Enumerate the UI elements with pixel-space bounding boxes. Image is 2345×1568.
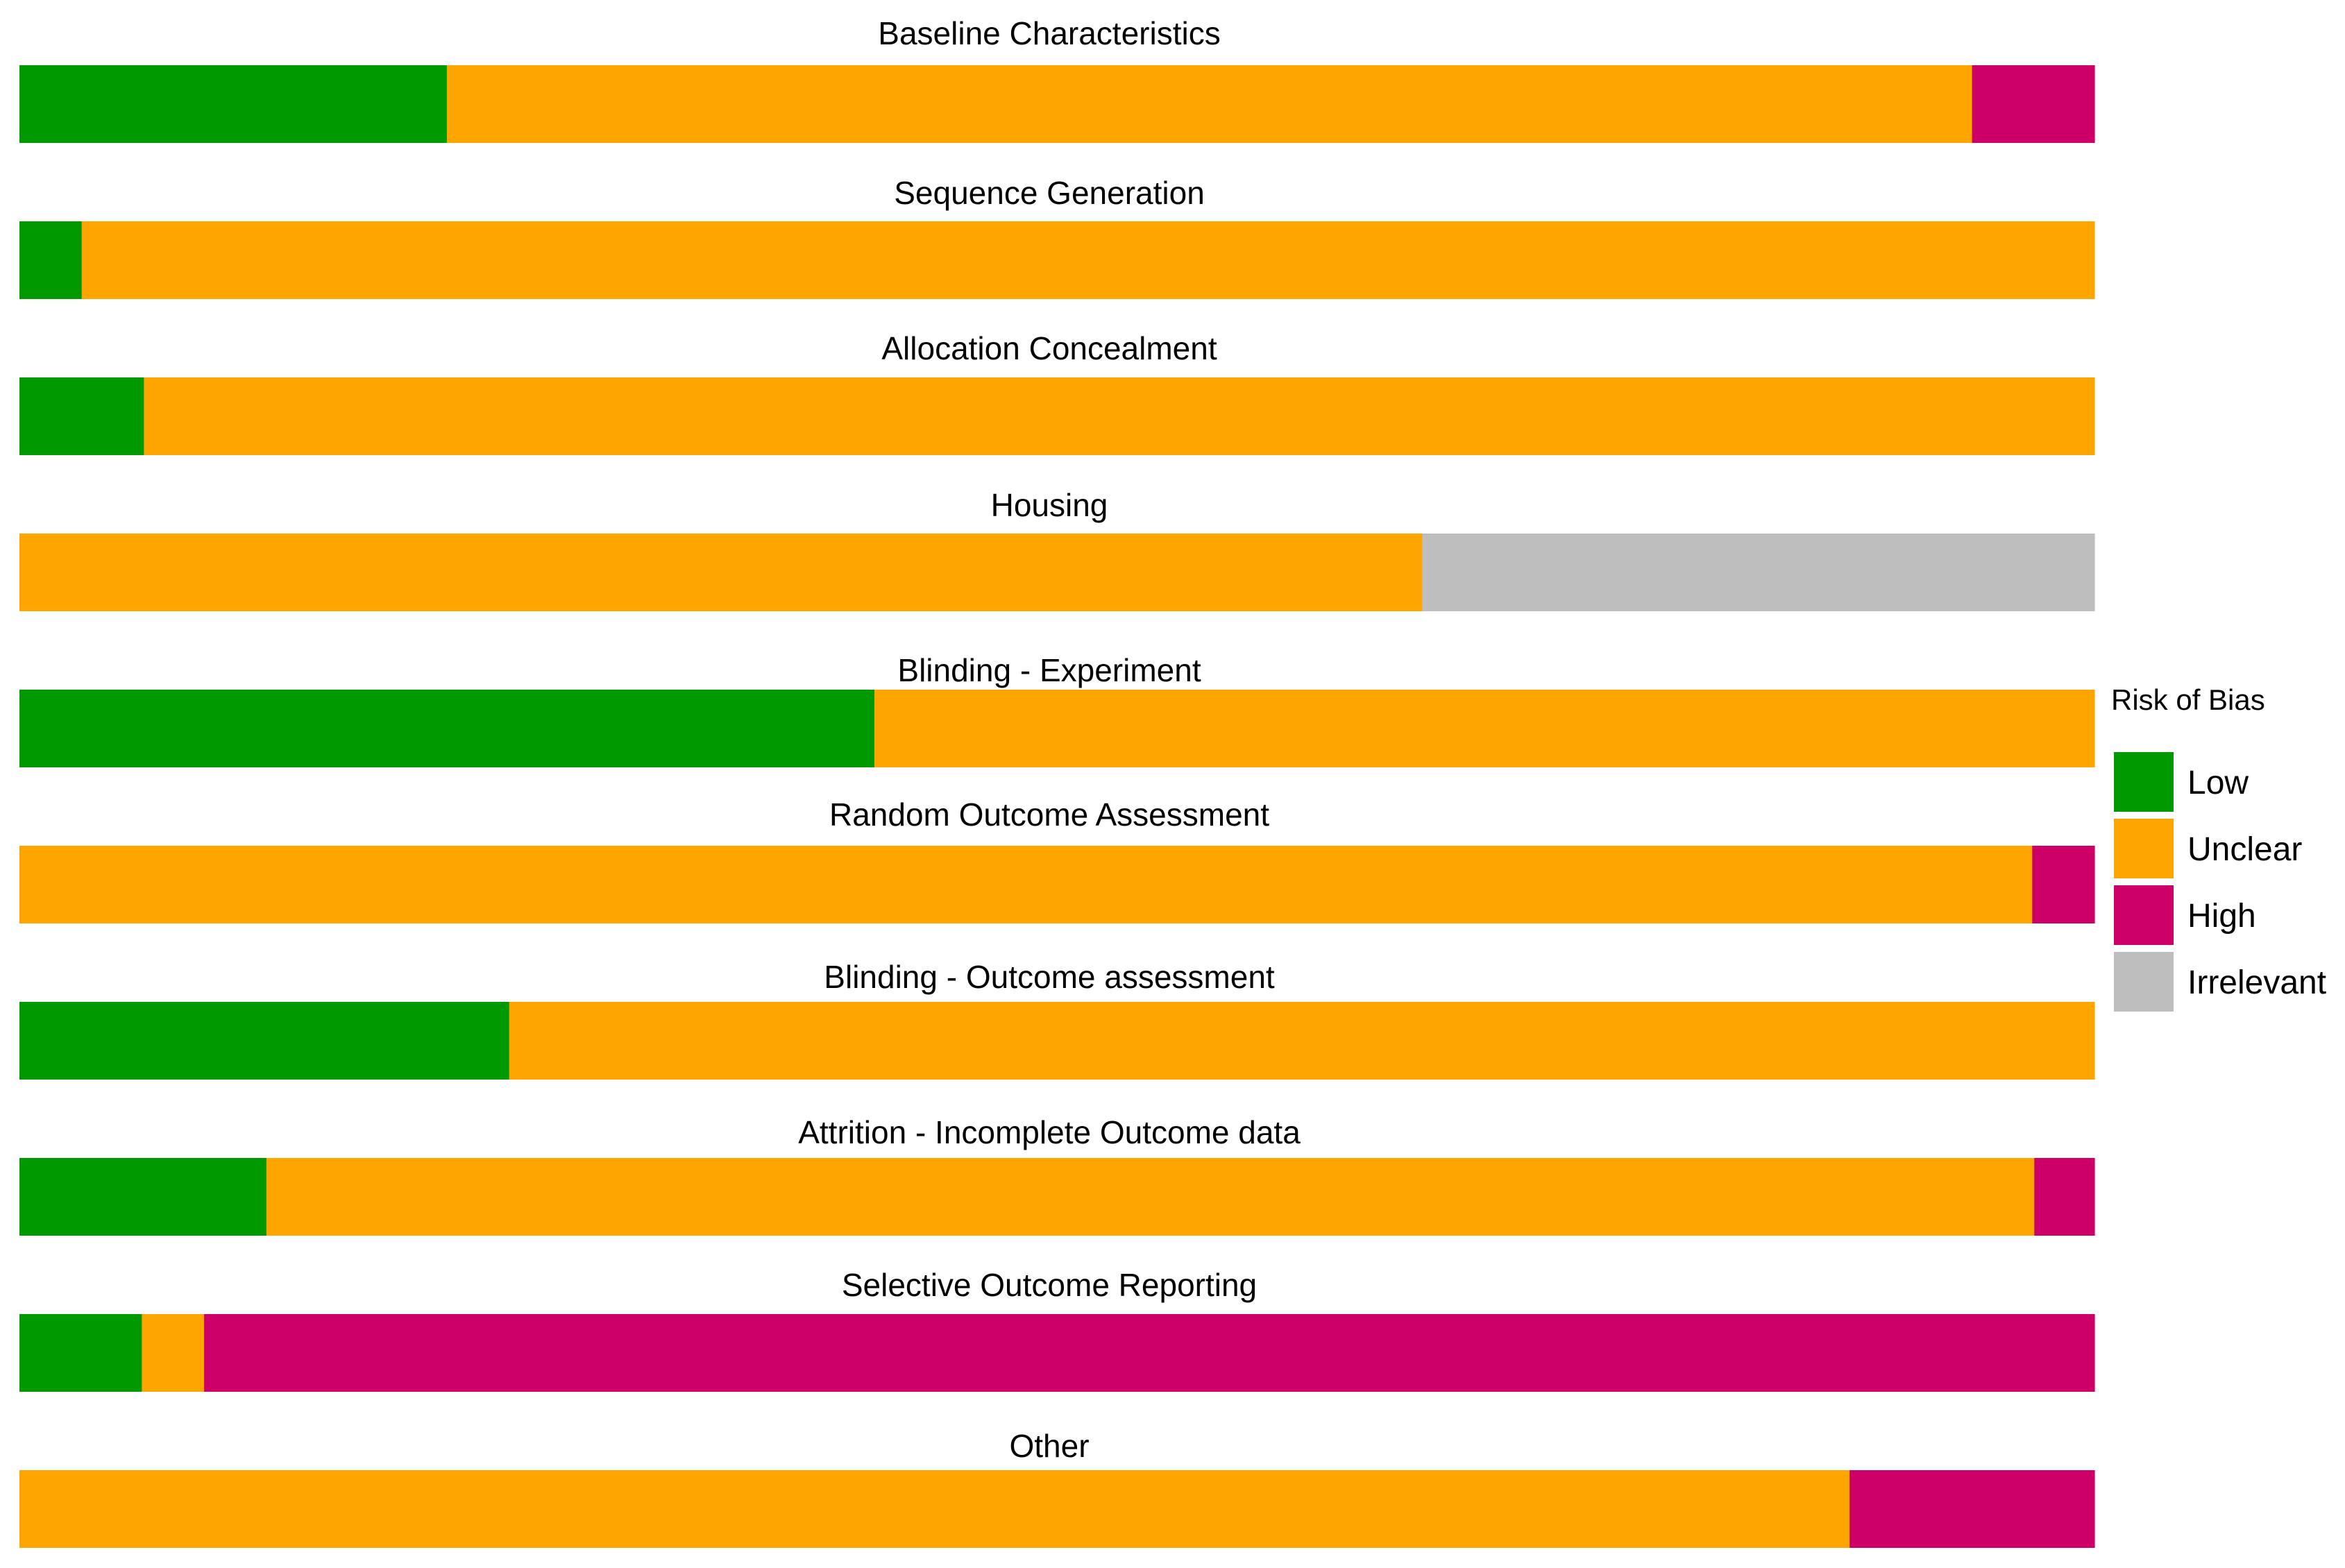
- legend-swatch-low: [2114, 752, 2174, 812]
- bar-segment-other-high: [1849, 1470, 2095, 1548]
- category-title-blinding-outcome-assessment: Blinding - Outcome assessment: [824, 959, 1275, 995]
- bar-segment-sequence-generation-low: [19, 221, 83, 299]
- bar-segment-other-unclear: [19, 1470, 1850, 1548]
- category-title-random-outcome-assessment: Random Outcome Assessment: [829, 796, 1269, 833]
- category-title-housing: Housing: [991, 487, 1108, 523]
- legend-label-irrelevant: Irrelevant: [2187, 964, 2326, 1001]
- category-title-baseline-characteristics: Baseline Characteristics: [878, 15, 1220, 51]
- legend-label-high: High: [2187, 898, 2256, 935]
- bar-segment-attrition-incomplete-outcome-data-high: [2034, 1158, 2095, 1236]
- bar-segment-blinding-outcome-assessment-unclear: [509, 1002, 2095, 1080]
- bar-segment-blinding-experiment-unclear: [874, 690, 2095, 767]
- legend-swatch-irrelevant: [2114, 952, 2174, 1012]
- bar-segment-baseline-characteristics-high: [1972, 65, 2095, 143]
- category-title-attrition-incomplete-outcome-data: Attrition - Incomplete Outcome data: [798, 1114, 1301, 1150]
- bar-segment-allocation-concealment-low: [19, 377, 144, 455]
- bar-segment-blinding-outcome-assessment-low: [19, 1002, 510, 1080]
- bar-segment-selective-outcome-reporting-unclear: [142, 1314, 205, 1392]
- legend-label-unclear: Unclear: [2187, 831, 2302, 868]
- category-title-allocation-concealment: Allocation Concealment: [881, 330, 1217, 366]
- bar-segment-baseline-characteristics-unclear: [446, 65, 1973, 143]
- bar-segment-blinding-experiment-low: [19, 690, 875, 767]
- bar-segment-attrition-incomplete-outcome-data-unclear: [266, 1158, 2035, 1236]
- legend: Risk of Bias Low Unclear High Irrelevant: [2111, 683, 2326, 1012]
- bar-segment-random-outcome-assessment-unclear: [19, 846, 2033, 923]
- bar-segment-housing-unclear: [19, 534, 1423, 611]
- bar-segment-sequence-generation-unclear: [81, 221, 2095, 299]
- category-title-selective-outcome-reporting: Selective Outcome Reporting: [842, 1267, 1257, 1303]
- bar-segment-random-outcome-assessment-high: [2032, 846, 2095, 923]
- category-title-sequence-generation: Sequence Generation: [894, 175, 1205, 211]
- category-titles: Baseline Characteristics Sequence Generat…: [798, 15, 1301, 1464]
- category-title-blinding-experiment: Blinding - Experiment: [897, 652, 1201, 688]
- category-title-other: Other: [1009, 1428, 1089, 1464]
- bar-segment-allocation-concealment-unclear: [144, 377, 2095, 455]
- legend-title: Risk of Bias: [2111, 683, 2265, 716]
- bars-layer: [19, 65, 2095, 1548]
- legend-label-low: Low: [2187, 765, 2249, 801]
- bar-segment-housing-irrelevant: [1422, 534, 2095, 611]
- legend-swatch-unclear: [2114, 819, 2174, 878]
- bar-segment-baseline-characteristics-low: [19, 65, 448, 143]
- bar-segment-selective-outcome-reporting-low: [19, 1314, 143, 1392]
- bar-segment-attrition-incomplete-outcome-data-low: [19, 1158, 267, 1236]
- bar-segment-selective-outcome-reporting-high: [204, 1314, 2095, 1392]
- legend-swatch-high: [2114, 885, 2174, 945]
